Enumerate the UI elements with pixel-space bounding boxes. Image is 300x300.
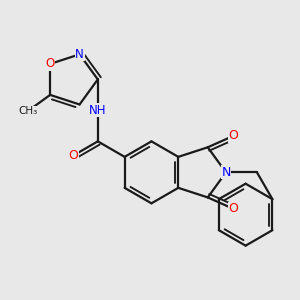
- Text: NH: NH: [89, 104, 106, 117]
- Text: O: O: [228, 129, 238, 142]
- Text: N: N: [75, 48, 84, 61]
- Text: N: N: [221, 166, 231, 179]
- Text: O: O: [228, 202, 238, 215]
- Text: O: O: [46, 57, 55, 70]
- Text: O: O: [69, 149, 79, 162]
- Text: CH₃: CH₃: [18, 106, 37, 116]
